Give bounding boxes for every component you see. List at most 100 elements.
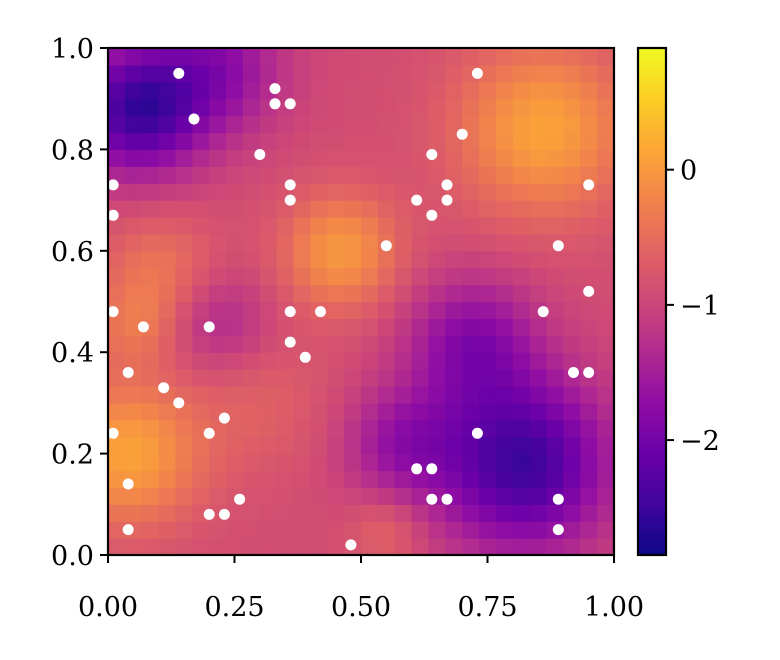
heatmap-cell — [445, 369, 463, 387]
heatmap-cell — [428, 504, 446, 522]
heatmap-cell — [276, 64, 295, 83]
heatmap-cell — [124, 402, 143, 421]
heatmap-cell — [226, 166, 244, 184]
heatmap-cell — [327, 453, 345, 472]
heatmap-cell — [411, 470, 430, 488]
heatmap-cell — [529, 436, 548, 455]
heatmap-cell — [141, 453, 160, 472]
heatmap-cell — [512, 217, 531, 235]
heatmap-cell — [377, 504, 396, 522]
heatmap-cell — [158, 200, 177, 218]
heatmap-cell — [158, 504, 177, 522]
heatmap-cell — [310, 183, 328, 201]
sample-point — [299, 351, 311, 363]
heatmap-cell — [310, 386, 328, 404]
heatmap-cell — [512, 166, 531, 184]
heatmap-cell — [479, 98, 497, 117]
heatmap-cell — [394, 183, 413, 201]
heatmap-cell — [462, 48, 480, 66]
heatmap-cell — [141, 149, 160, 167]
heatmap-cell — [361, 402, 379, 421]
heatmap-cell — [327, 217, 345, 235]
heatmap-cell — [259, 402, 278, 421]
heatmap-cell — [377, 538, 396, 556]
heatmap-cell — [259, 183, 278, 201]
heatmap-cell — [445, 453, 463, 472]
heatmap-cell — [580, 132, 598, 150]
heatmap-cell — [158, 98, 177, 117]
heatmap-cell — [310, 115, 328, 134]
heatmap-cell — [512, 436, 531, 455]
heatmap-cell — [344, 487, 362, 505]
heatmap-cell — [428, 250, 446, 269]
heatmap-cell — [209, 369, 227, 387]
heatmap-cell — [546, 81, 564, 100]
heatmap-cell — [293, 81, 311, 100]
heatmap-cell — [462, 436, 480, 455]
heatmap-cell — [428, 386, 446, 404]
heatmap-cell — [411, 487, 430, 505]
heatmap-cell — [158, 335, 177, 353]
heatmap-cell — [479, 217, 497, 235]
heatmap-cell — [361, 166, 379, 184]
heatmap-cell — [344, 48, 362, 66]
heatmap-cell — [495, 402, 514, 421]
heatmap-cell — [479, 301, 497, 319]
heatmap-cell — [344, 521, 362, 539]
heatmap-cell — [226, 250, 244, 269]
heatmap-cell — [175, 419, 193, 438]
heatmap-cell — [411, 166, 430, 184]
heatmap-cell — [310, 369, 328, 387]
heatmap-cell — [327, 132, 345, 150]
heatmap-cell — [495, 538, 514, 556]
heatmap-cell — [124, 81, 143, 100]
heatmap-cell — [563, 419, 581, 438]
heatmap-cell — [192, 149, 210, 167]
heatmap-cell — [108, 98, 126, 117]
heatmap-cell — [276, 233, 295, 252]
heatmap-cell — [141, 369, 160, 387]
heatmap-cell — [361, 200, 379, 218]
y-tick-label: 0.8 — [51, 135, 94, 166]
heatmap-cell — [327, 200, 345, 218]
heatmap-cell — [192, 217, 210, 235]
heatmap-cell — [479, 183, 497, 201]
heatmap-cell — [242, 48, 261, 66]
heatmap-cell — [361, 250, 379, 269]
heatmap-cell — [344, 402, 362, 421]
heatmap-cell — [124, 453, 143, 472]
heatmap-cell — [327, 98, 345, 117]
heatmap-cell — [158, 233, 177, 252]
heatmap-cell — [597, 200, 615, 218]
heatmap-cell — [512, 81, 531, 100]
heatmap-cell — [512, 386, 531, 404]
heatmap-cell — [158, 402, 177, 421]
heatmap-cell — [580, 436, 598, 455]
heatmap-cell — [546, 369, 564, 387]
heatmap-cell — [158, 352, 177, 370]
heatmap-cell — [361, 64, 379, 83]
heatmap-cell — [377, 81, 396, 100]
heatmap-cell — [479, 335, 497, 353]
heatmap-cell — [394, 487, 413, 505]
heatmap-cell — [310, 436, 328, 455]
y-tick-label: 0.2 — [51, 440, 94, 471]
heatmap-cell — [259, 352, 278, 370]
heatmap-cell — [242, 436, 261, 455]
heatmap-cell — [394, 504, 413, 522]
heatmap-cell — [158, 149, 177, 167]
heatmap-cell — [276, 369, 295, 387]
heatmap-cell — [175, 470, 193, 488]
heatmap-cell — [546, 470, 564, 488]
heatmap-cell — [209, 386, 227, 404]
heatmap-cell — [479, 48, 497, 66]
heatmap-cell — [276, 470, 295, 488]
heatmap-cell — [428, 48, 446, 66]
heatmap-cell — [597, 386, 615, 404]
heatmap-cell — [226, 284, 244, 303]
heatmap-cell — [293, 200, 311, 218]
heatmap-cell — [242, 132, 261, 150]
heatmap-cell — [580, 521, 598, 539]
heatmap-cell — [175, 487, 193, 505]
heatmap-cell — [445, 233, 463, 252]
